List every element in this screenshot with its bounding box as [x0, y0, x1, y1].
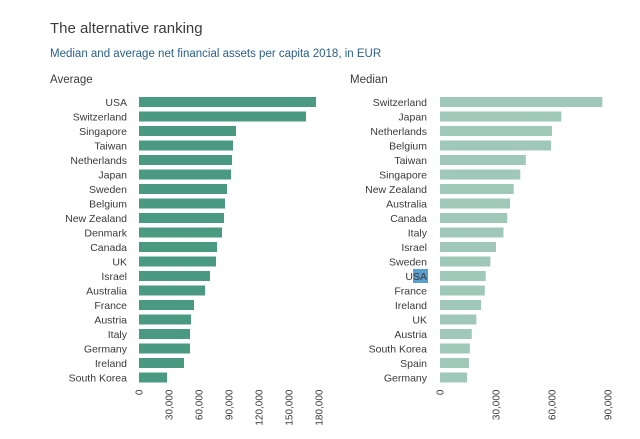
average-tick-label: 60,000: [195, 389, 206, 420]
median-bar: [440, 372, 468, 383]
median-category-label: New Zealand: [365, 184, 427, 196]
average-category-label: Israel: [101, 271, 127, 283]
median-bar: [440, 111, 562, 122]
average-category-label: New Zealand: [65, 213, 127, 225]
average-category-label: Denmark: [84, 228, 127, 240]
average-category-label: Japan: [98, 170, 127, 182]
average-bar: [139, 256, 216, 267]
average-bar: [139, 184, 227, 194]
highlight-marker: [413, 269, 428, 283]
average-tick-label: 150,000: [285, 389, 296, 426]
average-category-label: USA: [105, 97, 127, 109]
median-bar: [440, 314, 477, 325]
median-category-label: Taiwan: [394, 155, 427, 167]
median-chart: Switzerland Japan Netherlands Belgium Taiwan…: [365, 97, 615, 420]
average-bar: [139, 97, 316, 107]
median-bar: [440, 285, 485, 296]
average-bar: [139, 169, 231, 180]
average-bar: [139, 300, 194, 310]
median-bar: [440, 169, 521, 180]
median-category-label: Canada: [390, 213, 427, 225]
median-category-label: Sweden: [389, 257, 427, 269]
median-bar: [440, 242, 496, 252]
average-bar: [139, 126, 236, 136]
average-category-label: Netherlands: [70, 155, 127, 167]
median-tick-label: 0: [436, 389, 447, 395]
median-category-label: South Korea: [369, 344, 428, 356]
average-bar: [139, 358, 184, 368]
average-category-label: Ireland: [95, 358, 127, 370]
average-category-label: France: [94, 300, 127, 312]
average-bar: [139, 155, 232, 165]
median-bar: [440, 227, 504, 238]
median-category-label: Ireland: [395, 300, 427, 312]
average-bar: [139, 285, 205, 296]
average-bar: [139, 227, 222, 238]
average-tick-label: 120,000: [255, 389, 266, 426]
average-category-label: South Korea: [69, 373, 128, 385]
median-category-label: Germany: [384, 373, 428, 385]
average-category-label: Taiwan: [94, 141, 127, 153]
median-category-label: Singapore: [379, 170, 427, 182]
average-bar: [139, 242, 217, 252]
median-bar: [440, 184, 514, 194]
median-category-label: Belgium: [389, 141, 427, 153]
median-category-label: Japan: [398, 112, 427, 124]
average-bar: [139, 372, 167, 383]
median-bar: [440, 140, 552, 151]
average-category-label: Italy: [108, 329, 128, 341]
median-bar: [440, 155, 526, 165]
average-category-label: Singapore: [79, 126, 127, 138]
median-bar: [440, 97, 603, 107]
chart-title: The alternative ranking: [50, 20, 203, 37]
median-bar: [440, 213, 508, 223]
median-tick-label: 90,000: [604, 389, 615, 420]
median-tick-label: 30,000: [492, 389, 503, 420]
average-tick-label: 0: [135, 389, 146, 395]
average-bar: [139, 329, 190, 339]
average-tick-label: 90,000: [225, 389, 236, 420]
average-category-label: Germany: [84, 344, 128, 356]
median-bar: [440, 343, 470, 354]
average-tick-label: 30,000: [165, 389, 176, 420]
average-category-label: Sweden: [89, 184, 127, 196]
average-bar: [139, 140, 233, 151]
median-category-label: Switzerland: [373, 97, 427, 109]
average-bar: [139, 198, 225, 209]
median-bar: [440, 198, 510, 209]
median-tick-label: 60,000: [548, 389, 559, 420]
average-category-label: Belgium: [89, 199, 127, 211]
average-bar: [139, 111, 306, 122]
average-tick-label: 180,000: [315, 389, 326, 426]
average-bar: [139, 314, 191, 325]
chart-subtitle: Median and average net financial assets …: [50, 48, 382, 60]
average-category-label: Canada: [90, 242, 127, 254]
median-category-label: USA: [405, 271, 427, 283]
average-chart: USA Switzerland Singapore Taiwan Netherlands…: [65, 97, 326, 426]
average-category-label: Switzerland: [73, 112, 127, 124]
median-bar: [440, 300, 482, 310]
median-category-label: Spain: [400, 358, 427, 370]
median-category-label: France: [394, 286, 427, 298]
median-category-label: Israel: [401, 242, 427, 254]
median-panel-label: Median: [350, 74, 388, 86]
average-category-label: UK: [112, 257, 127, 269]
average-category-label: Austria: [94, 315, 127, 327]
median-category-label: Netherlands: [370, 126, 427, 138]
average-category-label: Australia: [86, 286, 127, 298]
median-category-label: Italy: [408, 228, 428, 240]
median-bar: [440, 271, 486, 281]
median-bar: [440, 329, 472, 339]
median-bar: [440, 358, 469, 368]
median-bar: [440, 256, 491, 267]
median-bar: [440, 126, 552, 136]
average-bar: [139, 271, 210, 281]
median-category-label: UK: [412, 315, 427, 327]
average-bar: [139, 343, 190, 354]
median-category-label: Austria: [394, 329, 427, 341]
average-panel-label: Average: [50, 74, 93, 86]
median-category-label: Australia: [386, 199, 427, 211]
average-bar: [139, 213, 224, 223]
